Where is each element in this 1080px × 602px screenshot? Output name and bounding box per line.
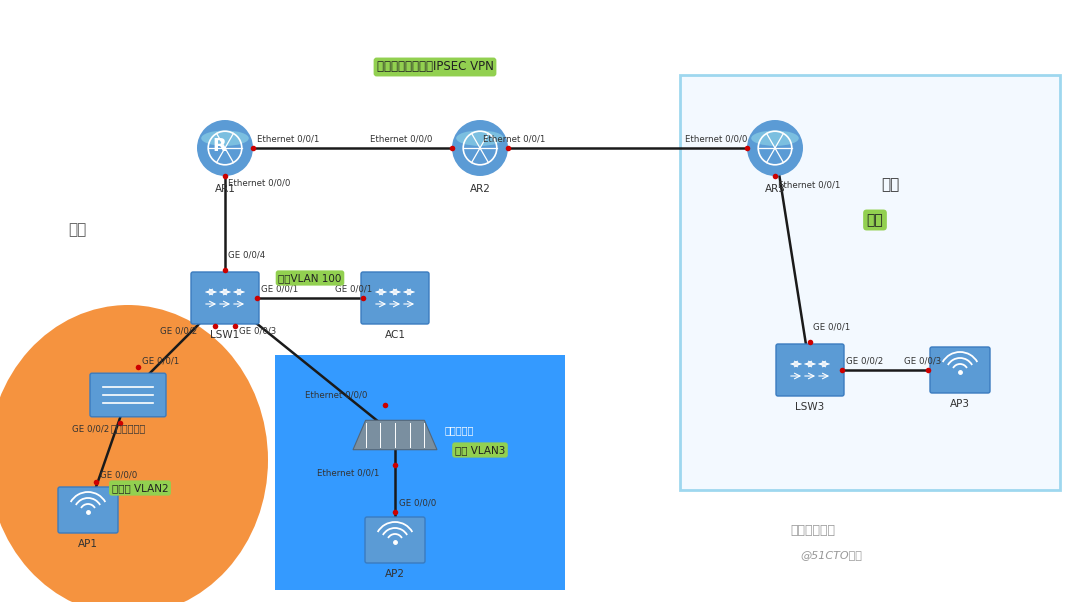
Text: Ethernet 0/0/1: Ethernet 0/0/1 <box>778 181 840 190</box>
Ellipse shape <box>0 305 268 602</box>
Text: Ethernet 0/0/0: Ethernet 0/0/0 <box>305 391 367 400</box>
FancyBboxPatch shape <box>275 355 565 590</box>
Text: Ethernet 0/0/1: Ethernet 0/0/1 <box>483 135 545 144</box>
Text: AR2: AR2 <box>470 184 490 194</box>
Text: AP3: AP3 <box>950 399 970 409</box>
Text: R: R <box>212 137 226 155</box>
FancyBboxPatch shape <box>90 373 166 417</box>
Text: GE 0/0/1: GE 0/0/1 <box>261 285 298 294</box>
Text: LSW3: LSW3 <box>795 402 825 412</box>
Text: GE 0/0/4: GE 0/0/4 <box>228 251 266 260</box>
Text: 分支: 分支 <box>866 213 883 227</box>
Text: Ethernet 0/0/1: Ethernet 0/0/1 <box>257 135 320 144</box>
FancyBboxPatch shape <box>191 272 259 324</box>
Text: 中间通过专线或者IPSEC VPN: 中间通过专线或者IPSEC VPN <box>377 60 494 73</box>
Text: AR1: AR1 <box>215 184 235 194</box>
Text: GE 0/0/1: GE 0/0/1 <box>813 323 850 332</box>
FancyBboxPatch shape <box>361 272 429 324</box>
Text: 上海: 上海 <box>881 178 900 193</box>
Polygon shape <box>353 420 437 450</box>
Text: AP2: AP2 <box>384 569 405 579</box>
Text: Ethernet 0/0/1: Ethernet 0/0/1 <box>318 468 379 477</box>
Text: GE 0/0/0: GE 0/0/0 <box>399 499 436 508</box>
Text: GE 0/0/2: GE 0/0/2 <box>160 327 198 336</box>
Ellipse shape <box>201 131 248 146</box>
Text: GE 0/0/2: GE 0/0/2 <box>72 424 109 433</box>
Text: Ethernet 0/0/0: Ethernet 0/0/0 <box>685 135 747 144</box>
Circle shape <box>747 120 804 176</box>
Text: 监控 VLAN3: 监控 VLAN3 <box>455 445 505 455</box>
Text: AP1: AP1 <box>78 539 98 549</box>
Text: Ethernet 0/0/0: Ethernet 0/0/0 <box>370 135 432 144</box>
Text: GE 0/0/3: GE 0/0/3 <box>904 357 942 366</box>
FancyBboxPatch shape <box>777 344 843 396</box>
FancyBboxPatch shape <box>365 517 426 563</box>
Text: GE 0/0/1: GE 0/0/1 <box>141 356 179 365</box>
FancyBboxPatch shape <box>58 487 118 533</box>
Text: 可管理交换机: 可管理交换机 <box>110 423 146 433</box>
Text: 办公网 VLAN2: 办公网 VLAN2 <box>111 483 168 493</box>
Circle shape <box>197 120 253 176</box>
FancyBboxPatch shape <box>930 347 990 393</box>
Ellipse shape <box>456 131 503 146</box>
Text: 傻瓜交换机: 傻瓜交换机 <box>445 425 474 435</box>
Text: @51CTO博客: @51CTO博客 <box>800 550 862 560</box>
Text: GE 0/0/1: GE 0/0/1 <box>335 285 373 294</box>
Ellipse shape <box>752 131 799 146</box>
Text: AR3: AR3 <box>765 184 785 194</box>
Text: GE 0/0/2: GE 0/0/2 <box>846 357 883 366</box>
Text: AC1: AC1 <box>384 330 405 340</box>
Text: Ethernet 0/0/0: Ethernet 0/0/0 <box>228 179 291 188</box>
Circle shape <box>453 120 508 176</box>
Text: 网络之路博客: 网络之路博客 <box>789 524 835 536</box>
FancyBboxPatch shape <box>680 75 1059 490</box>
Text: GE 0/0/3: GE 0/0/3 <box>239 327 276 336</box>
Text: 管理VLAN 100: 管理VLAN 100 <box>279 273 341 283</box>
Text: 北京: 北京 <box>68 223 86 238</box>
Text: GE 0/0/0: GE 0/0/0 <box>100 471 137 480</box>
Text: LSW1: LSW1 <box>211 330 240 340</box>
